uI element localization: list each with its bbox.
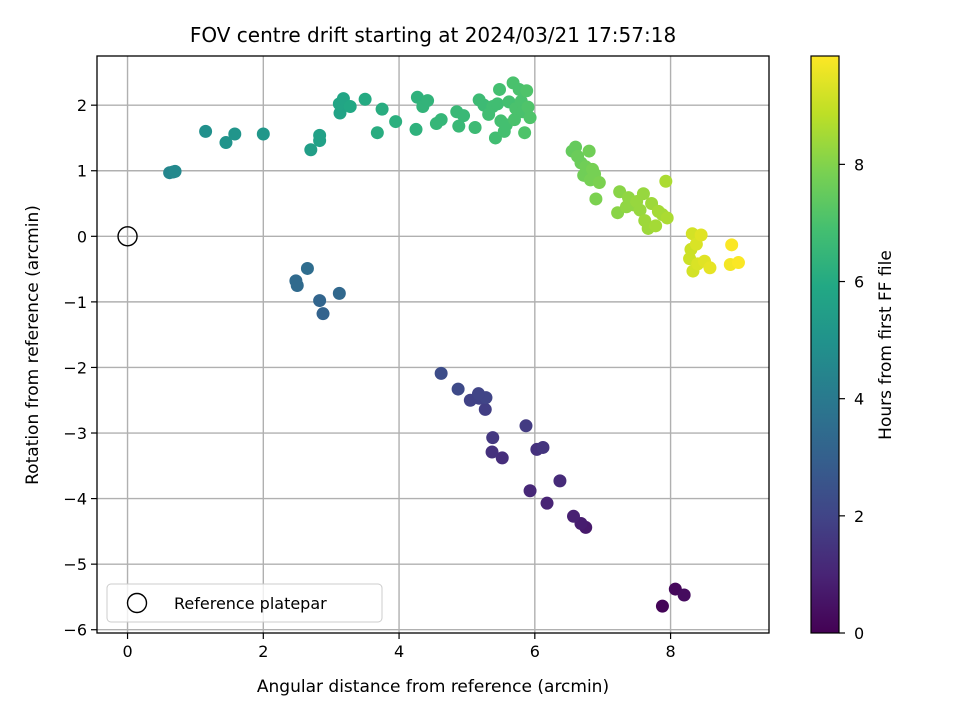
data-point [582, 144, 596, 158]
data-point [589, 192, 603, 206]
data-point [636, 187, 650, 201]
colorbar-label: Hours from first FF file [876, 250, 896, 440]
reference-platepar-marker [117, 226, 138, 247]
data-point [468, 120, 482, 134]
data-point [316, 307, 330, 321]
data-point [519, 419, 533, 433]
data-point [434, 113, 448, 127]
y-tick-label: −2 [63, 358, 87, 377]
y-tick-label: 0 [77, 227, 87, 246]
data-point [409, 122, 423, 136]
data-point [649, 219, 663, 233]
y-tick-label: −1 [63, 293, 87, 312]
data-point [493, 82, 507, 96]
data-point [486, 431, 500, 445]
data-point [451, 382, 465, 396]
data-point [677, 588, 691, 602]
x-tick-label: 2 [258, 642, 268, 661]
colorbar-tick-label: 0 [854, 624, 864, 643]
data-point [495, 451, 509, 465]
data-point [507, 113, 521, 127]
legend-box [106, 583, 383, 623]
data-point [219, 136, 233, 150]
data-point [358, 92, 372, 106]
y-tick-label: 1 [77, 162, 87, 181]
x-tick-label: 4 [394, 642, 404, 661]
grid [97, 56, 769, 633]
y-axis: −6 −5 −4 −3 −2 −1 0 1 2 [63, 96, 97, 640]
data-point [304, 143, 318, 157]
data-point [313, 294, 327, 308]
colorbar-tick-label: 8 [854, 155, 864, 174]
legend: Reference platepar [106, 583, 383, 623]
y-tick-label: −3 [63, 424, 87, 443]
data-point [343, 99, 357, 113]
x-axis: 0 2 4 6 8 [122, 633, 676, 661]
x-tick-label: 8 [665, 642, 675, 661]
data-point [731, 256, 745, 270]
chart-title: FOV centre drift starting at 2024/03/21 … [190, 23, 676, 47]
data-point [421, 94, 435, 108]
y-tick-label: −6 [63, 621, 87, 640]
data-point [655, 599, 669, 613]
data-point [703, 261, 717, 275]
colorbar-ticks: 0 2 4 6 8 [839, 155, 864, 643]
y-tick-label: −4 [63, 490, 87, 509]
data-point [256, 127, 270, 141]
data-point [490, 97, 504, 111]
colorbar-gradient [810, 55, 840, 634]
data-point [478, 402, 492, 416]
colorbar-tick-label: 6 [854, 273, 864, 292]
data-point [228, 127, 242, 141]
colorbar-tick-label: 4 [854, 390, 864, 409]
colorbar-tick-label: 2 [854, 507, 864, 526]
data-point [521, 100, 535, 114]
data-point [553, 474, 567, 488]
data-point [660, 211, 674, 225]
data-point [471, 387, 485, 401]
data-point [725, 238, 739, 252]
y-tick-label: −5 [63, 555, 87, 574]
data-point [375, 102, 389, 116]
data-point [523, 484, 537, 498]
y-tick-label: 2 [77, 96, 87, 115]
data-point [199, 124, 213, 138]
data-point [370, 126, 384, 140]
legend-marker [126, 592, 148, 614]
data-point [434, 366, 448, 380]
reference-marker [117, 226, 138, 247]
data-point [457, 109, 471, 123]
x-tick-label: 0 [122, 642, 132, 661]
data-point [523, 111, 537, 125]
data-point [592, 176, 606, 190]
data-point [567, 509, 581, 523]
data-point [485, 445, 499, 459]
data-point [168, 164, 182, 178]
data-point [313, 128, 327, 142]
data-point [540, 496, 554, 510]
data-point [389, 115, 403, 129]
data-point [633, 203, 647, 217]
data-point [452, 119, 466, 133]
data-point [518, 126, 532, 140]
data-point [289, 274, 303, 288]
plot-frame [96, 55, 770, 634]
data-point [536, 440, 550, 454]
legend-label: Reference platepar [174, 594, 327, 613]
colorbar: 0 2 4 6 8 Hours from first FF file [810, 55, 896, 643]
x-tick-label: 6 [530, 642, 540, 661]
data-point [659, 174, 673, 188]
data-point [520, 84, 534, 98]
data-point [300, 261, 314, 275]
scatter-points [163, 76, 745, 613]
x-axis-label: Angular distance from reference (arcmin) [257, 677, 609, 697]
data-point [694, 228, 708, 242]
y-axis-label: Rotation from reference (arcmin) [23, 205, 43, 485]
data-point [332, 286, 346, 300]
